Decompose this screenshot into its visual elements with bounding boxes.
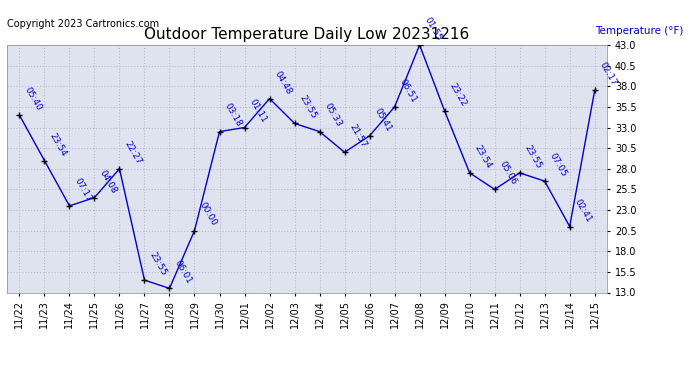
- Text: 02:41: 02:41: [573, 197, 593, 224]
- Text: 06:51: 06:51: [397, 77, 418, 104]
- Text: 03:18: 03:18: [222, 102, 243, 129]
- Text: 23:54: 23:54: [47, 131, 68, 158]
- Text: 05:41: 05:41: [373, 106, 393, 133]
- Text: 05:33: 05:33: [322, 102, 343, 129]
- Text: 23:55: 23:55: [297, 94, 318, 121]
- Text: 07:17: 07:17: [72, 176, 93, 203]
- Text: 05:40: 05:40: [22, 86, 43, 112]
- Title: Outdoor Temperature Daily Low 20231216: Outdoor Temperature Daily Low 20231216: [144, 27, 470, 42]
- Text: 23:22: 23:22: [447, 82, 468, 108]
- Text: 02:17: 02:17: [598, 61, 618, 88]
- Text: 07:05: 07:05: [547, 152, 568, 178]
- Text: 21:57: 21:57: [347, 123, 368, 150]
- Text: 22:27: 22:27: [122, 140, 143, 166]
- Text: 23:55: 23:55: [522, 143, 543, 170]
- Text: Copyright 2023 Cartronics.com: Copyright 2023 Cartronics.com: [7, 19, 159, 29]
- Text: 01:55: 01:55: [422, 15, 443, 42]
- Text: 04:48: 04:48: [273, 69, 293, 96]
- Text: 23:54: 23:54: [473, 143, 493, 170]
- Text: Temperature (°F): Temperature (°F): [595, 26, 683, 36]
- Text: 00:00: 00:00: [197, 201, 218, 228]
- Text: 04:08: 04:08: [97, 168, 118, 195]
- Text: 01:11: 01:11: [247, 98, 268, 125]
- Text: 06:01: 06:01: [172, 259, 193, 286]
- Text: 05:06: 05:06: [497, 160, 518, 187]
- Text: 23:55: 23:55: [147, 251, 168, 278]
